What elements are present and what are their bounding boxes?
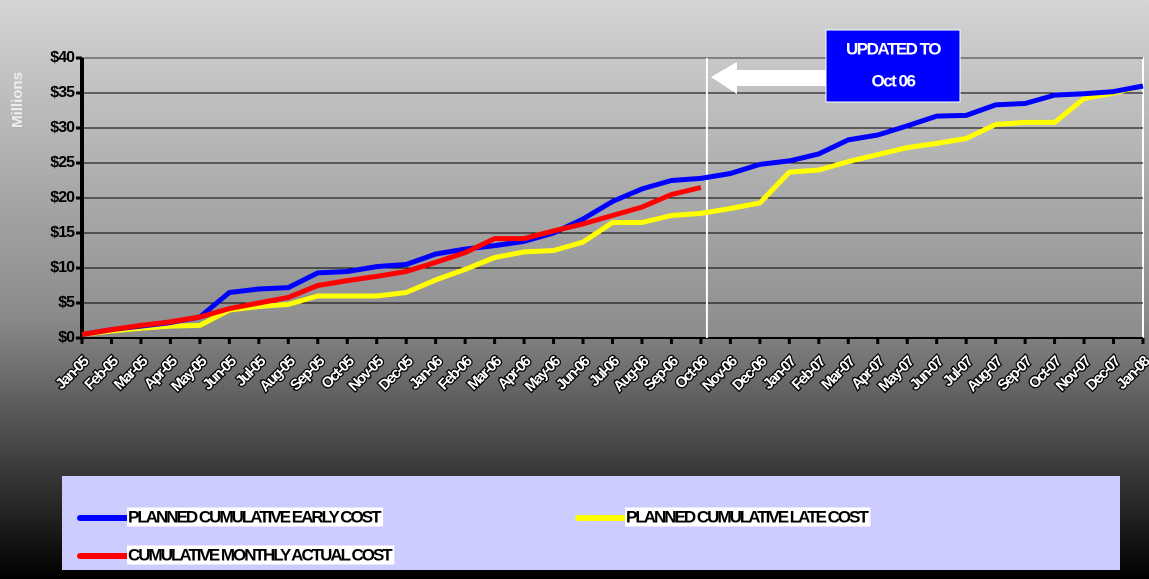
y-tick-label: $40	[50, 49, 75, 66]
y-tick-label: $20	[50, 189, 75, 206]
series-line	[81, 83, 1144, 337]
y-tick-label: $5	[58, 294, 75, 311]
legend-label-bg	[127, 507, 384, 527]
legend-label: CUMULATIVE MONTHLY ACTUAL COST	[128, 545, 393, 564]
legend-label-bg	[625, 507, 871, 527]
series-line	[81, 83, 1144, 337]
update-arrow	[710, 62, 826, 94]
y-tick-label: $30	[50, 119, 75, 136]
annotation-box	[825, 29, 961, 103]
y-tick-label: $10	[50, 259, 75, 276]
annotation: UPDATED TO	[846, 39, 941, 58]
y-tick-label: $35	[50, 84, 75, 101]
legend-label-bg	[127, 545, 395, 565]
y-tick-label: $0	[58, 329, 75, 346]
y-tick-label: $25	[50, 154, 75, 171]
y-axis-label: Millions	[9, 72, 26, 128]
annotation: Oct 06	[872, 71, 916, 90]
legend-label: PLANNED CUMULATIVE EARLY COST	[128, 507, 382, 526]
series-line	[81, 185, 702, 337]
y-tick-label: $15	[50, 224, 75, 241]
legend-label: PLANNED CUMULATIVE LATE COST	[626, 507, 869, 526]
